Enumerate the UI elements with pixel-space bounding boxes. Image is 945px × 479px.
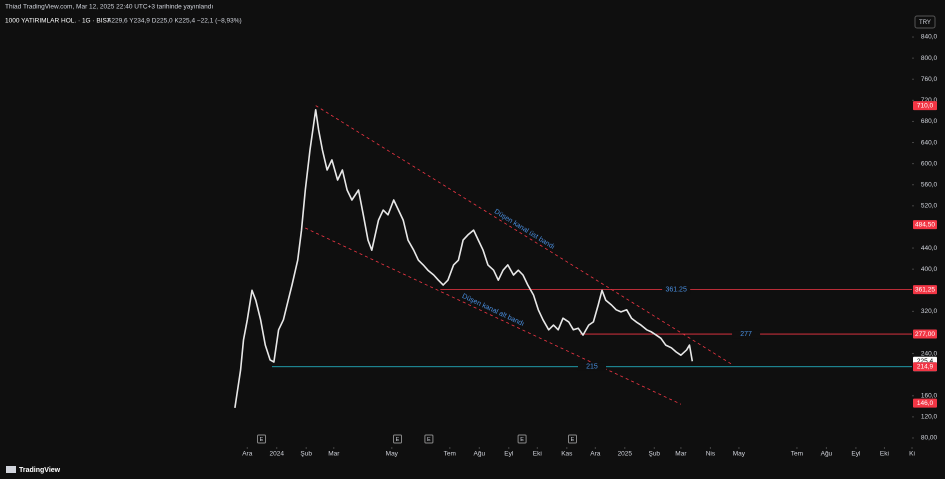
- x-tick-label: Şub: [648, 451, 660, 458]
- event-box: [567, 434, 577, 444]
- price-badge-label: 146,0: [917, 400, 934, 407]
- x-tick-label: Kas: [561, 451, 573, 458]
- event-box: [393, 434, 403, 444]
- x-tick-label: Ki: [909, 451, 915, 458]
- price-badge: [913, 398, 937, 408]
- channel-label: Düşen kanal üst bandı: [493, 208, 556, 251]
- channel-line: [315, 105, 734, 366]
- event-label: E: [520, 437, 524, 443]
- x-tick-label: Eyl: [504, 451, 514, 458]
- x-tick-label: Ara: [242, 451, 253, 458]
- currency-box: [914, 15, 936, 29]
- price-badge: [913, 220, 937, 230]
- y-tick-label: 600,0: [921, 160, 938, 167]
- x-tick-label: Eki: [533, 451, 542, 458]
- price-line-label: 277: [740, 331, 752, 338]
- y-tick-label: 720,0: [921, 97, 938, 104]
- price-badge-label: 361,25: [915, 286, 935, 293]
- y-tick-label: 800,0: [921, 55, 938, 62]
- x-tick-label: Eki: [880, 451, 889, 458]
- x-tick-label: Ara: [590, 451, 601, 458]
- x-tick-label: 2025: [618, 451, 633, 458]
- y-tick-label: 840,0: [921, 34, 938, 41]
- event-box: [424, 434, 434, 444]
- symbol-title: 1000 YATIRIMLAR HOL. · 1G · BIST: [5, 18, 111, 25]
- price-badge-label: 277,00: [915, 331, 935, 338]
- x-tick-label: Mar: [675, 451, 687, 458]
- price-badge: [913, 285, 937, 295]
- price-badge-label: 484,50: [915, 221, 935, 228]
- price-badge-label: 710,0: [917, 102, 934, 109]
- x-tick-label: Tem: [444, 451, 456, 458]
- y-tick-label: 400,0: [921, 266, 938, 273]
- event-label: E: [571, 437, 575, 443]
- event-box: [257, 434, 267, 444]
- x-tick-label: Tem: [791, 451, 803, 458]
- y-tick-label: 680,0: [921, 118, 938, 125]
- channel-line: [305, 227, 682, 405]
- x-tick-label: Ağu: [474, 451, 486, 458]
- price-line-label-bg: [662, 285, 691, 294]
- y-tick-label: 80,00: [921, 435, 938, 442]
- price-badge: [913, 362, 937, 372]
- logo-icon: [6, 466, 16, 473]
- y-tick-label: 160,0: [921, 392, 938, 399]
- currency: TRY: [919, 20, 931, 26]
- channel-label: Düşen kanal alt bandı: [461, 293, 525, 328]
- y-tick-label: 440,0: [921, 245, 938, 252]
- footer-logo: TradingView: [19, 467, 61, 474]
- event-label: E: [427, 437, 431, 443]
- x-tick-label: 2024: [270, 451, 285, 458]
- x-tick-label: Eyl: [851, 451, 861, 458]
- price-badge: [913, 329, 937, 339]
- x-tick-label: Ağu: [821, 451, 833, 458]
- price-line-label: 215: [586, 364, 598, 371]
- y-tick-label: 240,0: [921, 350, 938, 357]
- ohlc-text: A229,6 Y234,9 D225,0 K225,4 −22,1 (−8,93…: [107, 18, 242, 25]
- y-tick-label: 320,0: [921, 308, 938, 315]
- price-line-label-bg: [577, 362, 606, 371]
- y-tick-label: 120,0: [921, 414, 938, 421]
- y-tick-label: 640,0: [921, 139, 938, 146]
- price-badge-label: 214,9: [917, 364, 934, 371]
- y-tick-label: 760,0: [921, 76, 938, 83]
- y-tick-label: 560,0: [921, 181, 938, 188]
- x-tick-label: May: [386, 451, 399, 458]
- x-tick-label: Şub: [300, 451, 312, 458]
- price-line-series: [234, 109, 694, 409]
- price-line-label-bg: [732, 330, 761, 339]
- event-box: [517, 434, 527, 444]
- publisher-note: Thiad TradingView.com, Mar 12, 2025 22:4…: [5, 4, 213, 11]
- price-badge: [913, 101, 937, 111]
- x-tick-label: Mar: [328, 451, 340, 458]
- event-label: E: [260, 437, 264, 443]
- price-line-label: 361.25: [665, 286, 687, 293]
- price-badge-label: 225,4: [917, 358, 934, 365]
- x-tick-label: May: [733, 451, 746, 458]
- event-label: E: [396, 437, 400, 443]
- y-tick-label: 520,0: [921, 203, 938, 210]
- x-tick-label: Nis: [706, 451, 716, 458]
